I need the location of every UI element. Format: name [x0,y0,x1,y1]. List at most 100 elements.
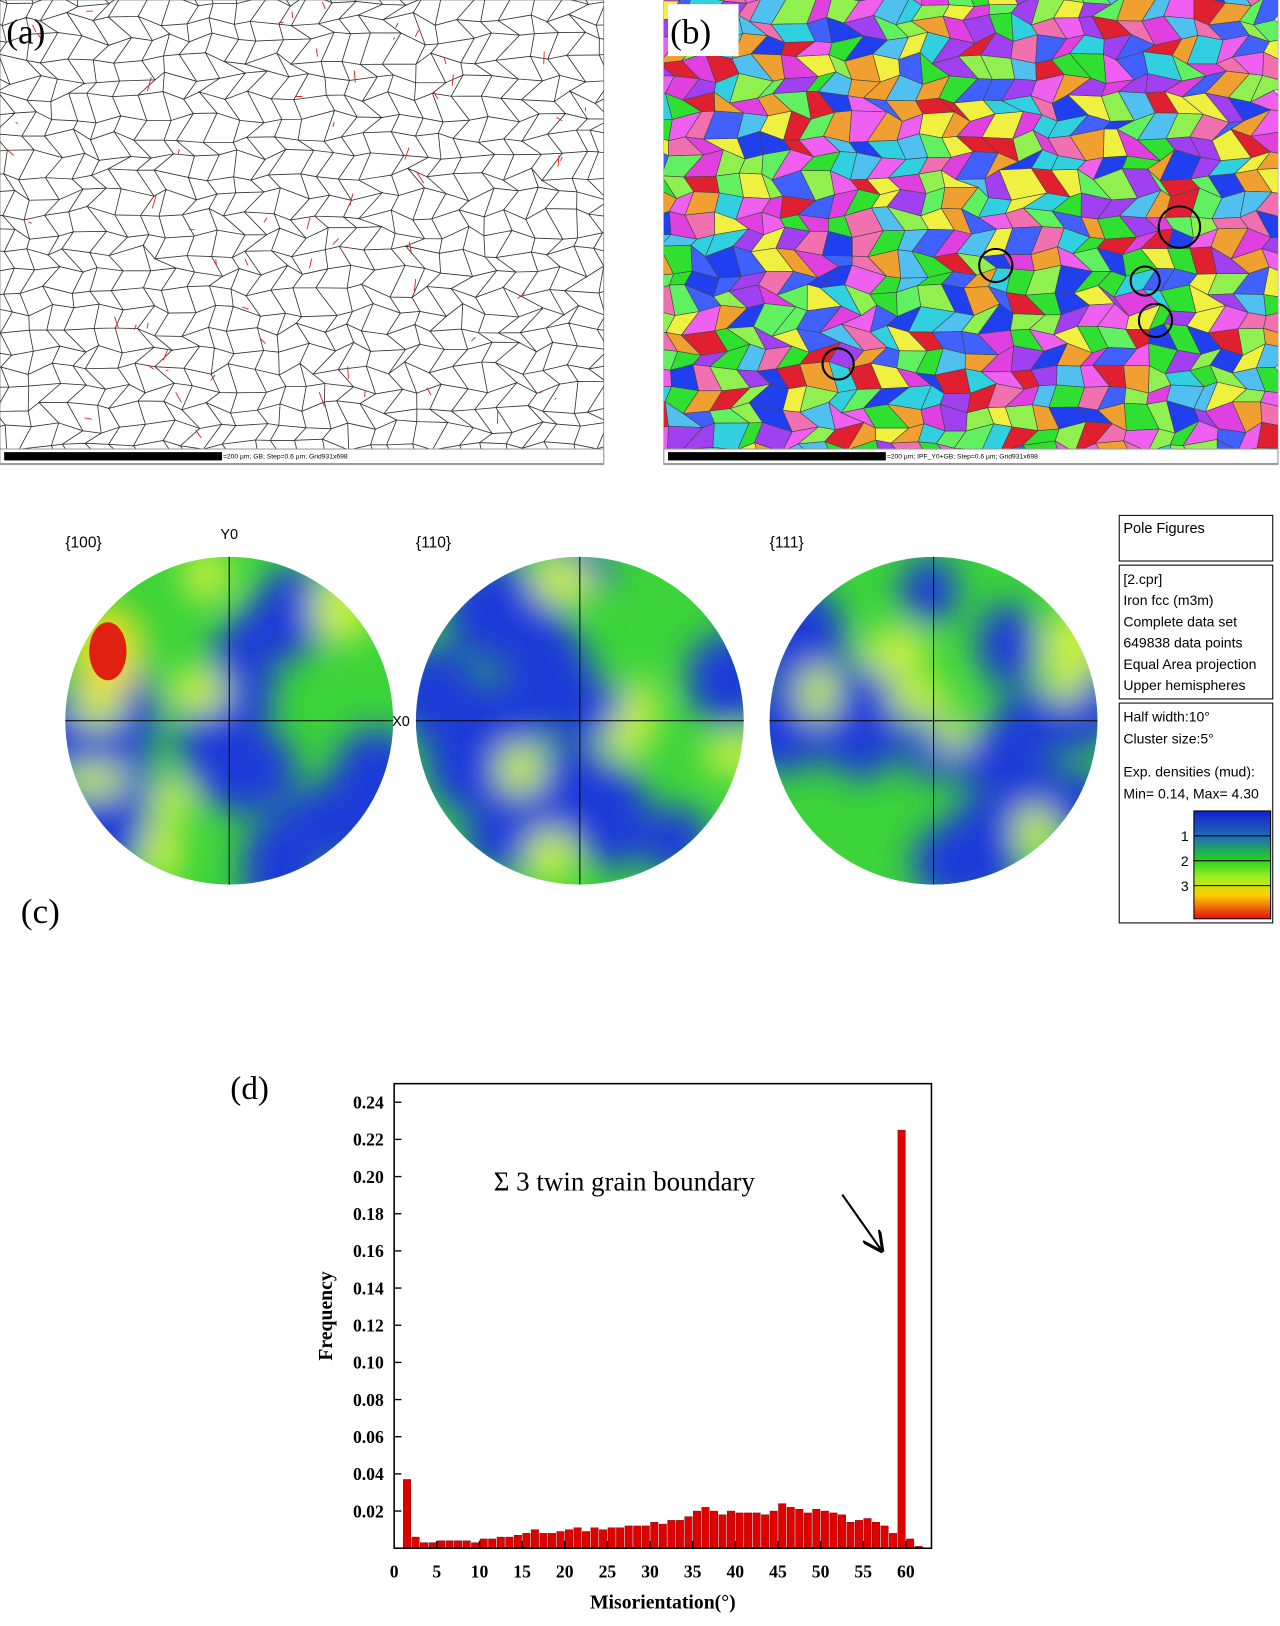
bar [889,1533,898,1549]
y-tick-label: 0.20 [353,1167,384,1187]
twin-boundary [291,11,294,19]
panel-label: (a) [6,13,45,52]
grain [824,440,847,450]
bar [667,1520,676,1549]
low-density [190,725,297,814]
grain [712,422,750,450]
grain [917,441,942,450]
highlight-circle [1129,265,1161,297]
twin-boundary [315,48,319,57]
twin-boundary [306,217,311,230]
info-box [1118,514,1274,562]
bar [684,1516,693,1549]
low-density [819,663,905,780]
bar [829,1512,838,1549]
twin-boundary [404,147,410,160]
info-detail: Equal Area projection [1123,656,1256,672]
bar [786,1507,795,1549]
axis-label-y0: Y0 [220,527,238,543]
twin-boundary [451,74,454,86]
info-title: Pole Figures [1123,521,1204,537]
bar [411,1536,420,1549]
y-tick-label: 0.08 [353,1390,384,1410]
grain [1247,0,1261,7]
bar [778,1503,787,1549]
grain [1255,367,1278,393]
colorbar-label: 3 [1181,878,1189,894]
bar [820,1510,829,1549]
twin-boundary [395,22,399,28]
bar [505,1536,514,1549]
low-density [912,818,1021,885]
grain [663,349,679,371]
bar [471,1542,480,1549]
low-density [976,603,1039,686]
bar [437,1540,446,1549]
x-tick-label: 5 [432,1561,441,1581]
high-density [862,626,930,680]
twin-boundary [413,278,417,292]
low-density [330,727,394,847]
grain [1081,442,1100,450]
x-tick-label: 25 [599,1561,617,1581]
density-blobs [769,556,1098,885]
twin-boundary [426,387,432,396]
twin-boundary [259,337,266,345]
twin-boundary [146,77,152,92]
low-density [642,806,710,878]
bar [624,1525,633,1549]
grain [1250,131,1278,154]
bar [752,1512,761,1549]
low-density [900,556,958,625]
bar [710,1510,718,1549]
pole-figure: {100} [65,535,394,885]
high-density [65,762,129,798]
grain [1255,191,1278,217]
scale-bar-text: =200 µm; GB; Step=0.6 µm; Grid931x698 [223,453,348,460]
twin-boundary [554,397,557,400]
info-detail: 649838 data points [1123,635,1242,651]
twin-boundary [318,391,325,407]
highlight-circle [1137,302,1174,339]
grain [890,441,924,450]
bar [428,1542,437,1549]
twin-boundary [543,51,545,65]
grain [1008,445,1027,450]
bar [420,1542,428,1549]
grain [875,439,897,450]
annotation: Σ 3 twin grain boundary [494,1166,756,1196]
bar [496,1536,505,1549]
y-tick-label: 0.18 [353,1204,384,1224]
twin-boundary [210,374,216,381]
twin-boundary [539,390,543,394]
twin-boundary [443,56,447,64]
low-density [686,632,744,726]
y-tick-label: 0.12 [353,1315,384,1335]
high-density [1013,804,1057,858]
grain [663,425,669,450]
grain [824,421,865,450]
info-detail: Iron fcc (m3m) [1123,592,1213,608]
twin-boundary [28,221,32,224]
grain [1155,444,1172,450]
scale-bar [668,452,886,461]
grain [1122,440,1143,450]
grain [953,423,995,450]
bar [641,1525,650,1549]
high-density [1044,665,1085,704]
grain [1263,327,1278,347]
grain [1260,390,1278,407]
twin-boundary [556,116,563,122]
bar [479,1538,488,1549]
bar [658,1523,667,1549]
info-detail: [2.cpr] [1123,571,1162,587]
bar [727,1510,736,1549]
twin-boundary [114,316,119,329]
x-tick-label: 45 [769,1561,787,1581]
bar [880,1525,889,1549]
x-tick-label: 55 [854,1561,872,1581]
density-blobs [415,556,744,885]
